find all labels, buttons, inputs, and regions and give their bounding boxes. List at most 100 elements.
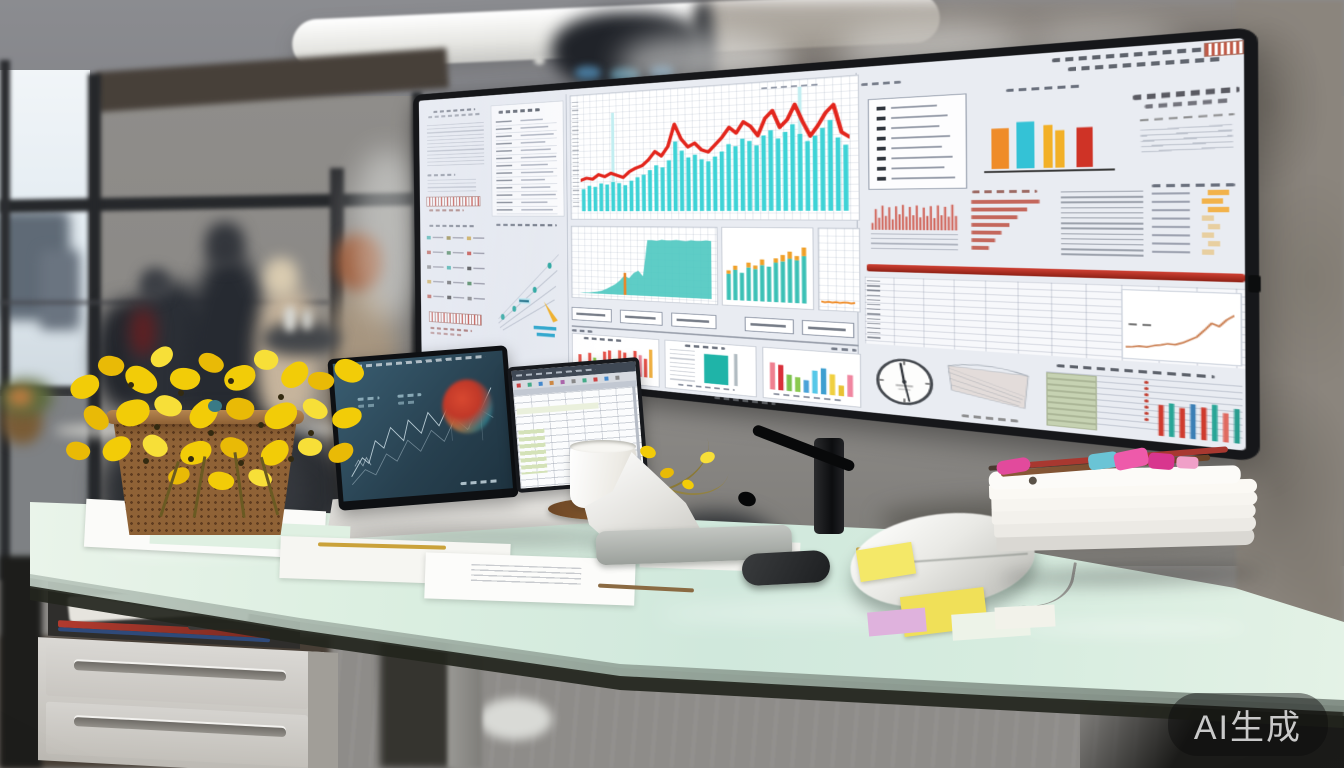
green-row-table [1046,363,1246,446]
legend-cell [467,279,487,291]
flower-petal [330,353,368,389]
legend-cell [427,277,446,289]
tipped-bar-chart [726,247,807,304]
flower-speckle [258,422,264,428]
legend-cell [446,263,466,275]
c1-list-panel [490,100,565,217]
partition-left-edge [0,60,10,580]
flower-petal [251,346,281,374]
plateau-area-chart [574,238,712,300]
list-row-label [495,127,512,131]
script-title-smallprint [1140,123,1234,153]
cad-screen [332,350,513,502]
metric-label-text [808,326,846,331]
text-list-panel [1060,189,1144,263]
list-row-value [520,118,543,122]
flower-petal [67,371,103,403]
legend-label [453,281,464,284]
c1-flow-diagram [492,231,567,338]
legend-label [433,295,444,298]
legend-swatch [467,251,472,256]
flower-petal [168,365,202,393]
legend-swatch [467,281,472,286]
desk-leg [448,652,482,768]
otable-highlight-cell [1207,223,1221,230]
redhead-person-hair [336,234,382,290]
legend-cell [467,249,487,261]
right-legend-label [891,145,942,150]
cover-hole [1028,476,1037,485]
tipped-chart-panel [721,226,815,311]
legend-swatch [427,265,432,269]
list-row-label [496,194,513,196]
list-row-label [496,142,512,145]
legend-swatch [446,236,451,240]
main-chart-y-axis [571,101,580,210]
flower-stem [192,456,207,518]
toolbar-icon [604,376,609,381]
right-legend-label [891,176,956,180]
otable-row-dash [1151,209,1190,212]
c1-legend-caption-2 [430,331,463,337]
orange-table-header [1151,183,1236,187]
legend-swatch [446,251,451,255]
right-legend-swatch [876,106,886,111]
c1-doc-title [433,108,476,114]
flower-speckle [143,458,149,464]
ultrawide-monitor [413,26,1261,463]
flower-speckle [128,382,134,388]
script-title-stroke-2 [1144,98,1231,109]
metric-label-text [624,315,656,320]
funnel-diagram [945,358,1037,419]
list-row-value [521,186,551,189]
flower-speckle [238,460,244,466]
toolbar-icon [560,379,565,385]
orange-table-panel [1149,183,1245,267]
list-row-value [520,141,546,144]
legend-label [433,280,444,283]
red-hanging-object [130,308,156,356]
sheet-green-cells [518,428,548,475]
flower-petal [306,369,336,393]
flower-speckle [154,424,160,430]
plant-orange [8,388,32,406]
legend-swatch [467,296,472,301]
list-row-value [520,148,551,152]
otable-highlight-cell [1207,206,1230,213]
otable-row-dash [1151,192,1190,195]
drawer-handle-2 [74,717,286,738]
yellow-flower-bouquet [58,338,378,538]
otable-row-dash [1151,217,1190,220]
seated-person-head [140,268,170,300]
monitor-side-knob [1248,275,1261,293]
flower-petal [147,343,177,371]
legend-swatch [426,235,431,240]
otable-row-dash [1152,250,1191,254]
window-city-silhouette-2 [40,250,80,330]
flower-petal [223,394,257,424]
flower-petal [299,394,331,424]
list-row-label [496,149,512,153]
right-legend-swatch [876,136,886,141]
legend-label [452,236,464,239]
gtable-red-dot [1144,411,1149,416]
right-legend-label [891,135,951,140]
mug-rim [570,440,636,453]
c1-legend-grid [426,233,487,311]
list-row-label [496,209,513,211]
c1-striped-bar [426,196,481,207]
c1-list-title [498,108,540,114]
duo-bar-left-lines [669,348,696,383]
legend-cell [446,248,466,260]
list-row [496,206,558,215]
metric-label-box [571,306,612,323]
legend-label [473,267,485,270]
mixed-chart-panel [762,346,862,408]
legend-label [453,296,465,299]
right-legend-label [891,104,937,109]
flower-petal [63,438,93,464]
otable-row-dash [1151,225,1190,229]
right-legend-swatch [876,126,886,131]
toolbar-icon [582,378,587,383]
plateau-chart-panel [570,225,719,306]
